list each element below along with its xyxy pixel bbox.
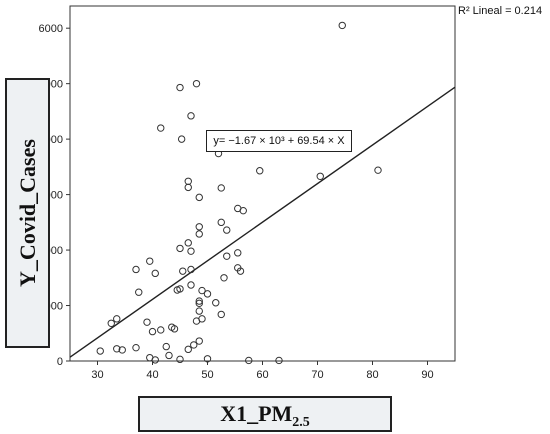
data-point — [132, 265, 140, 274]
data-point — [143, 318, 151, 326]
data-point — [176, 244, 184, 253]
data-point — [187, 112, 195, 120]
data-point — [148, 327, 157, 336]
y-tick-label: 6000 — [39, 23, 63, 35]
data-point — [184, 239, 192, 247]
x-axis-label-subscript: 2.5 — [292, 415, 310, 430]
data-point — [151, 356, 159, 364]
x-tick-label: 90 — [421, 369, 433, 381]
data-point — [192, 317, 201, 325]
data-point — [217, 184, 225, 192]
data-point — [179, 267, 187, 275]
data-point — [203, 290, 212, 298]
data-point — [107, 319, 115, 327]
data-point — [162, 342, 170, 351]
r-squared-label: R² Lineal = 0.214 — [458, 5, 542, 17]
plot-area — [69, 5, 456, 362]
data-point — [195, 297, 203, 305]
data-point — [239, 206, 247, 215]
data-point — [198, 286, 206, 295]
data-point — [195, 307, 203, 315]
data-point — [118, 346, 126, 354]
data-point — [217, 310, 225, 319]
data-point — [146, 257, 154, 265]
data-point — [187, 247, 195, 255]
data-point — [195, 337, 203, 345]
x-tick-label: 30 — [91, 369, 103, 381]
x-axis-label-main: X1_PM — [220, 401, 293, 426]
x-tick-label: 80 — [366, 369, 378, 381]
data-point — [195, 223, 203, 231]
regression-line — [69, 86, 456, 358]
x-tick-label: 60 — [256, 369, 268, 381]
data-point — [132, 343, 140, 352]
data-point — [173, 286, 181, 294]
data-point — [192, 79, 201, 88]
data-points — [96, 21, 382, 365]
data-point — [374, 166, 382, 174]
data-point — [275, 356, 283, 365]
data-point — [223, 226, 231, 234]
x-tick-label: 40 — [146, 369, 158, 381]
data-point — [187, 281, 195, 289]
data-point — [236, 267, 245, 275]
data-point — [195, 193, 203, 202]
y-axis-label-box: Y_Covid_Cases — [5, 78, 50, 348]
data-point — [157, 326, 165, 334]
data-point — [176, 355, 184, 364]
y-tick-label: 0 — [57, 356, 63, 368]
data-point — [316, 172, 324, 180]
data-point — [212, 299, 220, 307]
data-point — [151, 269, 159, 278]
data-point — [187, 265, 195, 274]
data-point — [195, 230, 203, 238]
data-point — [220, 274, 228, 282]
y-axis-label: Y_Covid_Cases — [14, 139, 40, 287]
data-point — [195, 299, 203, 308]
data-point — [157, 124, 165, 132]
data-point — [203, 355, 212, 363]
x-tick-label: 70 — [311, 369, 323, 381]
x-tick-label: 50 — [201, 369, 213, 381]
data-point — [113, 315, 121, 323]
x-axis-label: X1_PM2.5 — [220, 401, 310, 430]
data-point — [177, 135, 186, 143]
data-point — [176, 83, 184, 92]
data-point — [170, 325, 179, 333]
data-point — [135, 288, 143, 296]
data-point — [96, 347, 104, 355]
data-point — [165, 351, 173, 360]
data-point — [217, 218, 225, 227]
data-point — [113, 345, 121, 353]
regression-equation: y= −1.67 × 10³ + 69.54 × X — [206, 130, 352, 152]
data-point — [190, 341, 198, 349]
data-point — [184, 345, 192, 354]
x-axis-label-box: X1_PM2.5 — [138, 396, 392, 432]
data-point — [234, 249, 242, 257]
data-point — [338, 21, 346, 30]
data-point — [184, 183, 192, 192]
data-point — [256, 167, 264, 175]
data-point — [223, 252, 231, 260]
data-point — [245, 356, 253, 365]
